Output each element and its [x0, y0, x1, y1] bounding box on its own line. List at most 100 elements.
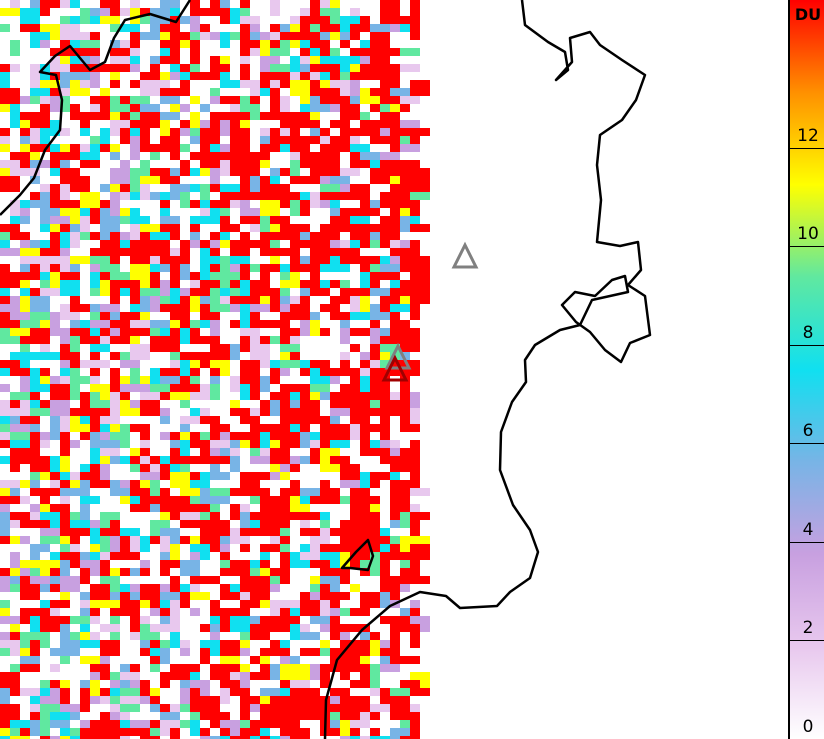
data-pixel: [90, 368, 100, 376]
data-pixel: [350, 368, 360, 384]
data-pixel: [130, 632, 140, 640]
data-pixel: [50, 608, 60, 616]
data-pixel: [110, 24, 120, 32]
data-pixel: [250, 432, 260, 440]
data-pixel: [410, 688, 430, 696]
data-pixel: [20, 664, 40, 672]
data-pixel: [90, 592, 100, 600]
data-pixel: [310, 664, 320, 680]
data-pixel: [330, 440, 350, 448]
data-pixel: [10, 400, 20, 408]
data-pixel: [280, 192, 290, 208]
data-pixel: [180, 688, 190, 704]
data-pixel: [70, 736, 80, 739]
data-pixel: [400, 48, 420, 56]
data-pixel: [320, 648, 330, 656]
data-pixel: [80, 632, 90, 640]
data-pixel: [210, 144, 220, 152]
data-pixel: [300, 416, 310, 424]
data-pixel: [240, 72, 250, 80]
data-pixel: [380, 440, 390, 448]
data-pixel: [350, 24, 360, 40]
data-pixel: [60, 232, 70, 248]
data-pixel: [180, 720, 190, 728]
data-pixel: [390, 552, 400, 560]
data-pixel: [210, 192, 220, 200]
data-pixel: [110, 208, 120, 216]
data-pixel: [210, 168, 220, 184]
data-pixel: [390, 176, 400, 184]
data-pixel: [240, 608, 250, 616]
data-pixel: [300, 40, 310, 48]
data-pixel: [200, 624, 210, 632]
data-pixel: [140, 104, 160, 112]
data-pixel: [60, 432, 70, 440]
data-pixel: [230, 472, 240, 488]
data-pixel: [260, 456, 270, 464]
data-pixel: [110, 600, 120, 608]
data-pixel: [150, 344, 160, 352]
data-pixel: [220, 16, 230, 24]
data-pixel: [140, 8, 150, 16]
data-pixel: [60, 560, 70, 576]
data-pixel: [50, 144, 60, 152]
colorbar-tick: [790, 344, 824, 346]
data-pixel: [300, 400, 320, 408]
data-pixel: [80, 128, 90, 136]
data-pixel: [240, 120, 250, 128]
data-pixel: [100, 104, 110, 112]
data-pixel: [260, 144, 280, 152]
data-pixel: [140, 392, 150, 400]
data-pixel: [260, 712, 270, 720]
data-pixel: [340, 168, 360, 176]
data-pixel: [0, 312, 10, 328]
data-pixel: [170, 720, 180, 728]
data-pixel: [160, 216, 180, 224]
data-pixel: [200, 440, 210, 456]
data-pixel: [290, 336, 300, 344]
data-pixel: [180, 416, 200, 424]
data-pixel: [60, 736, 70, 739]
data-pixel: [290, 464, 300, 472]
data-pixel: [170, 40, 180, 56]
data-pixel: [310, 456, 320, 464]
data-pixel: [170, 600, 180, 608]
data-pixel: [380, 432, 390, 440]
data-pixel: [190, 576, 210, 584]
data-pixel: [250, 80, 260, 88]
data-pixel: [300, 520, 310, 528]
data-pixel: [350, 184, 370, 200]
data-pixel: [160, 672, 170, 688]
data-pixel: [160, 304, 170, 312]
data-pixel: [360, 64, 370, 72]
data-pixel: [140, 456, 150, 464]
data-pixel: [270, 176, 280, 184]
data-pixel: [330, 464, 340, 472]
data-pixel: [330, 376, 340, 384]
data-pixel: [410, 704, 420, 712]
data-pixel: [270, 48, 280, 56]
data-pixel: [410, 472, 420, 480]
data-pixel: [130, 504, 140, 512]
data-pixel: [240, 296, 260, 304]
data-pixel: [250, 320, 260, 328]
data-pixel: [360, 600, 370, 616]
data-pixel: [200, 544, 210, 560]
data-pixel: [20, 296, 30, 312]
data-pixel: [180, 520, 200, 528]
data-pixel: [310, 288, 320, 296]
data-pixel: [330, 216, 350, 224]
data-pixel: [80, 320, 90, 328]
data-pixel: [120, 584, 130, 592]
data-pixel: [90, 416, 100, 432]
data-pixel: [170, 304, 180, 312]
data-pixel: [350, 584, 360, 592]
data-pixel: [260, 264, 280, 272]
data-pixel: [230, 504, 240, 520]
data-pixel: [10, 552, 20, 568]
data-pixel: [80, 568, 90, 584]
data-pixel: [410, 536, 430, 544]
data-pixel: [200, 72, 210, 80]
data-pixel: [100, 440, 120, 448]
data-pixel: [260, 160, 270, 168]
